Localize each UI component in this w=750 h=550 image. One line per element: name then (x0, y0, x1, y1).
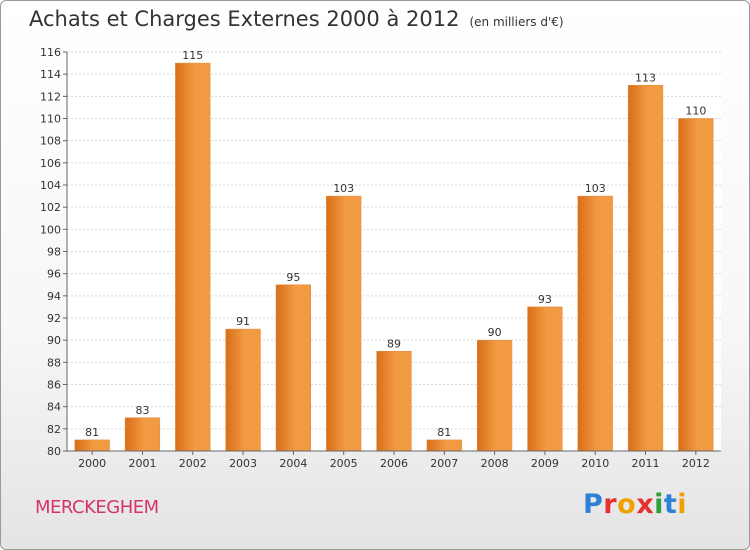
x-tick-label: 2006 (380, 457, 408, 470)
y-tick-label: 114 (40, 68, 61, 81)
logo-letter: P (583, 489, 604, 520)
bar (627, 85, 664, 452)
bar (678, 118, 714, 452)
y-tick-label: 82 (47, 423, 61, 436)
bar (74, 439, 110, 452)
y-tick-label: 86 (47, 379, 61, 392)
chart-subtitle: (en milliers d'€) (469, 15, 564, 29)
y-tick-label: 96 (47, 268, 61, 281)
bar-value-label: 83 (135, 404, 149, 417)
logo-letter: t (663, 489, 678, 520)
y-tick-label: 88 (47, 356, 61, 369)
bar-value-label: 113 (635, 71, 656, 84)
logo-letter: x (636, 489, 655, 520)
logo-letter: i (677, 489, 688, 520)
x-tick-label: 2008 (481, 457, 509, 470)
bar-value-label: 110 (685, 105, 706, 118)
y-tick-label: 102 (40, 201, 61, 214)
bar-value-label: 103 (333, 182, 354, 195)
bar-value-label: 103 (585, 182, 606, 195)
x-tick-label: 2005 (330, 457, 358, 470)
y-tick-label: 94 (47, 290, 61, 303)
bar-value-label: 93 (538, 293, 552, 306)
bar (477, 339, 513, 452)
bar (527, 306, 563, 452)
y-tick-label: 90 (47, 334, 61, 347)
y-tick-label: 104 (40, 179, 61, 192)
y-tick-label: 84 (47, 401, 61, 414)
bar-value-label: 115 (182, 49, 203, 62)
y-tick-label: 92 (47, 312, 61, 325)
y-tick-label: 98 (47, 246, 61, 259)
bar-value-label: 91 (236, 315, 250, 328)
y-tick-label: 110 (40, 113, 61, 126)
bar (175, 62, 211, 452)
y-tick-label: 108 (40, 135, 61, 148)
bar-value-label: 81 (437, 426, 451, 439)
x-tick-label: 2011 (632, 457, 660, 470)
x-tick-label: 2009 (531, 457, 559, 470)
x-tick-label: 2001 (128, 457, 156, 470)
commune-name: MERCKEGHEM (35, 497, 159, 518)
logo-letter: o (617, 489, 637, 520)
x-tick-label: 2000 (78, 457, 106, 470)
bar-value-label: 81 (85, 426, 99, 439)
x-tick-label: 2007 (430, 457, 458, 470)
chart-title: Achats et Charges Externes 2000 à 2012 (e… (29, 7, 564, 31)
proxiti-logo: Proxiti (583, 489, 687, 520)
x-tick-label: 2003 (229, 457, 257, 470)
bar (426, 439, 462, 452)
x-tick-label: 2004 (279, 457, 307, 470)
x-tick-label: 2002 (179, 457, 207, 470)
y-tick-label: 100 (40, 223, 61, 236)
bar-value-label: 90 (488, 326, 502, 339)
y-tick-label: 116 (40, 46, 61, 59)
x-tick-label: 2010 (581, 457, 609, 470)
bar (326, 195, 362, 452)
chart-title-text: Achats et Charges Externes 2000 à 2012 (29, 7, 460, 31)
x-tick-label: 2012 (682, 457, 710, 470)
y-tick-label: 112 (40, 90, 61, 103)
bar-value-label: 89 (387, 337, 401, 350)
logo-letter: r (603, 489, 618, 520)
bar (275, 284, 311, 452)
bar (124, 417, 161, 452)
y-tick-label: 106 (40, 157, 61, 170)
bar (577, 195, 613, 452)
bar (225, 328, 261, 452)
logo-letter: i (654, 489, 664, 520)
bar (376, 351, 412, 452)
y-tick-label: 80 (47, 445, 61, 458)
bar-value-label: 95 (286, 271, 300, 284)
